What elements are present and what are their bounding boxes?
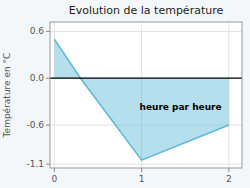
tick-label: -0.6 bbox=[26, 120, 44, 130]
line bbox=[54, 39, 229, 160]
tick-label: 0.0 bbox=[30, 73, 45, 83]
plot-frame bbox=[50, 22, 242, 168]
tick-label: 1 bbox=[139, 174, 145, 184]
title: Evolution de la température bbox=[69, 4, 224, 17]
tick-mark bbox=[46, 164, 50, 165]
tick-label: 2 bbox=[226, 174, 232, 184]
grid-line bbox=[50, 164, 242, 165]
grid-line bbox=[50, 78, 242, 79]
tick-mark bbox=[228, 168, 229, 172]
x-axis-label: heure par heure bbox=[139, 102, 221, 112]
tick-mark bbox=[46, 78, 50, 79]
grid-line bbox=[50, 31, 242, 32]
tick-label: 0 bbox=[51, 174, 57, 184]
area bbox=[54, 39, 229, 160]
chart: 0.6 0.0 -0.6 -1.1 0 1 2 Evolution de la tempéra… bbox=[0, 0, 250, 188]
zero-line bbox=[50, 78, 242, 79]
plot-area bbox=[50, 22, 242, 168]
tick-label: 0.6 bbox=[30, 26, 45, 36]
tick-mark bbox=[141, 168, 142, 172]
tick-mark bbox=[46, 125, 50, 126]
tick-label: -1.1 bbox=[26, 159, 44, 169]
marks bbox=[50, 39, 242, 160]
y-axis-label: Température en °C bbox=[2, 53, 12, 139]
tick-mark bbox=[54, 168, 55, 172]
tick-mark bbox=[46, 31, 50, 32]
